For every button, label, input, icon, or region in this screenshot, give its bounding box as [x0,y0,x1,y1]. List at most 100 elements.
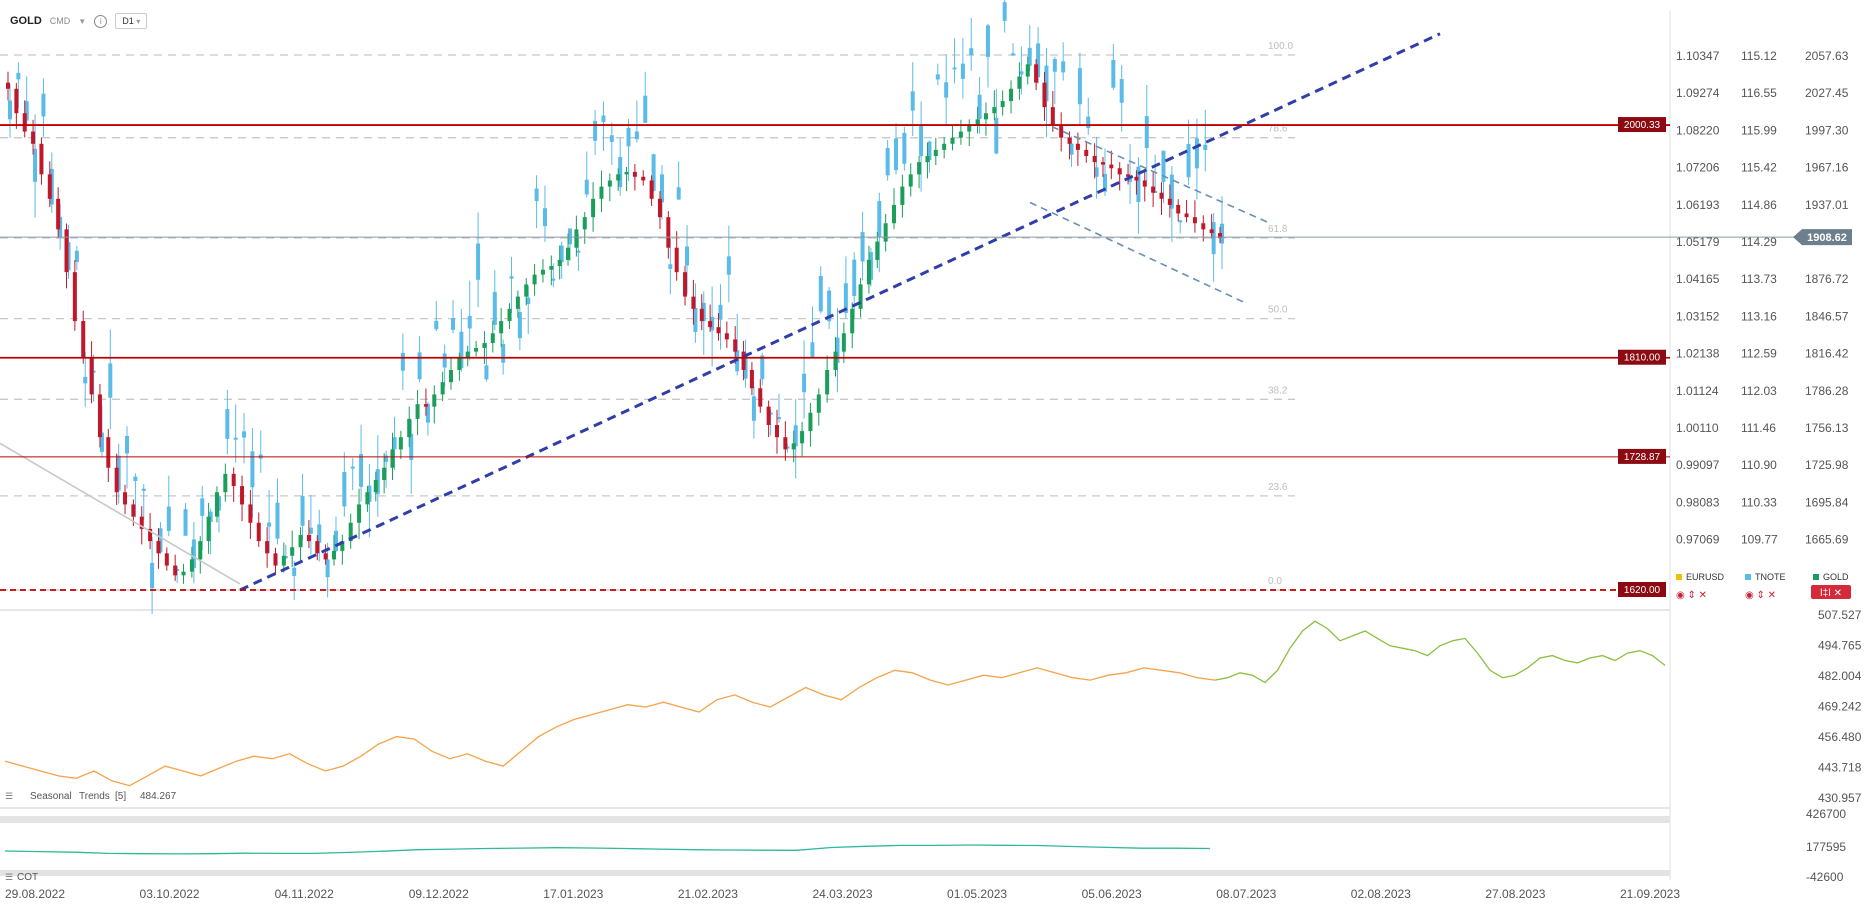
eurusd-tick: 1.07206 [1676,161,1720,175]
tnote-candle [501,344,506,363]
timeframe-select[interactable]: D1 ▾ [115,13,148,29]
eurusd-tick: 1.02138 [1676,347,1720,361]
gold-candle [1218,233,1222,238]
tnote-candle [233,437,238,440]
tnote-candle [467,315,472,329]
gold-candle [156,541,161,554]
cot-label: COT [17,872,38,883]
tnote-candle [509,276,514,279]
gold-candle [950,137,955,144]
tnote-candle [317,524,322,543]
eurusd-tick: 1.01124 [1676,384,1719,398]
horizontal-levels[interactable]: 2000.33 1810.00 1728.87 1620.00 1908.62 [0,117,1852,597]
gold-tick: 2027.45 [1805,86,1849,100]
gold-candle [1109,164,1114,169]
seasonal-tick: 443.718 [1818,761,1862,775]
tnote-candle [919,124,924,157]
tnote-tick: 112.59 [1741,347,1777,361]
tnote-candle [994,117,999,154]
tnote-candle [551,278,556,281]
gold-candle [1000,101,1005,108]
tnote-candle [125,436,130,454]
tnote-candle [8,100,12,120]
tnote-candle [1111,59,1116,88]
tnote-candle [451,318,456,330]
seasonal-menu-icon: ☰ [5,791,13,801]
gold-candle [114,467,119,493]
gold-candle [917,162,922,175]
tnote-candle [442,353,447,368]
eurusd-tick: 0.99097 [1676,458,1720,472]
gold-candle [323,553,328,560]
tnote-candle [1077,68,1082,105]
tnote-candle [158,528,163,553]
tnote-candle [333,530,338,552]
tnote-candle [24,101,29,121]
symbol-label[interactable]: GOLD [10,15,42,27]
symbol-dropdown-icon[interactable]: ▼ [78,16,87,26]
fib-label: 23.6 [1268,482,1288,493]
tnote-candle [16,72,21,80]
tnote-candle [960,63,965,79]
price-level-tag [1618,448,1666,464]
tnote-candle [74,250,79,263]
instrument-type: CMD [49,16,71,26]
tnote-candle [1019,71,1024,75]
tnote-candle [843,283,848,313]
gold-candle [474,347,479,352]
seasonal-tick: 469.242 [1818,700,1862,714]
gold-candle [198,541,203,560]
gold-candle [131,504,136,517]
tnote-candle [935,74,940,80]
gold-tick: 1876.72 [1805,272,1849,286]
gold-candle [499,321,504,334]
gold-candle [599,186,604,199]
gold-candle [967,125,972,132]
tnote-candle [33,148,38,182]
tnote-candle [877,201,882,238]
tnote-candle [242,431,247,438]
info-icon[interactable]: i [94,14,108,28]
channel-upper-line [1051,125,1271,224]
tnote-candle [676,187,681,200]
gold-candle [632,171,637,177]
tnote-candle [400,352,405,371]
tnote-tick: 116.55 [1741,86,1777,100]
gold-candle [975,119,980,126]
seasonal-line-forecast [1214,620,1666,684]
tnote-candle [584,179,589,195]
eurusd-tick: 1.00110 [1676,421,1719,435]
tnote-candle [1061,61,1066,73]
tnote-candle [718,304,723,320]
gold-candle [231,473,236,487]
price-level-value: 1810.00 [1624,353,1661,364]
date-tick: 17.01.2023 [543,887,603,901]
tnote-candle [534,188,539,202]
gold-candle [892,204,897,224]
gold-candle [1176,204,1181,214]
tnote-candle [1036,43,1041,78]
tnote-candle [359,454,364,487]
seasonal-label: Trends [79,791,110,802]
drawn-trendlines[interactable] [0,32,1441,592]
gold-candle [340,541,345,551]
tnote-candle [793,425,798,447]
seasonal-label: [5] [115,791,126,802]
tnote-candle [1052,58,1057,72]
legend-swatch [1676,574,1682,580]
gold-candle [415,404,420,419]
tnote-tick: 113.73 [1741,272,1777,286]
tnote-candle [910,91,915,111]
eurusd-tick: 1.10347 [1676,49,1720,63]
gold-candle [858,284,863,309]
tnote-candle [342,471,347,507]
gold-candle [1167,198,1172,205]
gold-candle [833,351,838,370]
gold-candle [875,241,880,260]
tnote-candle [977,94,982,119]
gold-candle [741,351,746,370]
tnote-candle [300,495,305,526]
legend-label: TNOTE [1755,572,1786,582]
tnote-candle [492,291,497,325]
